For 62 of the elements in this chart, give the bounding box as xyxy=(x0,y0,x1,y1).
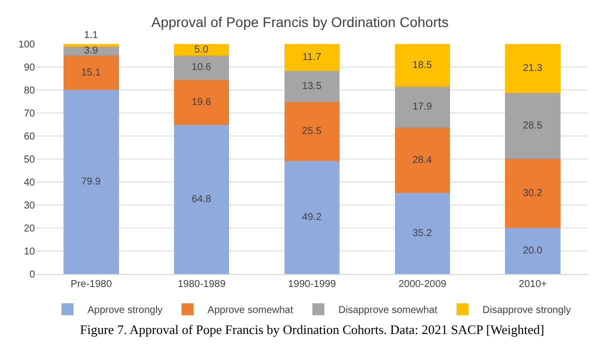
y-tick-label: 10 xyxy=(24,246,36,258)
data-label: 21.3 xyxy=(522,62,543,74)
chart-title: Approval of Pope Francis by Ordination Cohorts xyxy=(151,14,449,30)
bar xyxy=(174,124,230,274)
x-tick-label: 2000-2009 xyxy=(398,279,447,290)
data-label: 49.2 xyxy=(302,212,322,223)
data-label: 13.5 xyxy=(302,81,322,92)
bar xyxy=(505,44,560,93)
legend-label: Disapprove strongly xyxy=(482,305,571,316)
y-tick-label: 0 xyxy=(29,270,36,280)
data-label: 79.9 xyxy=(81,176,102,188)
bar xyxy=(284,102,340,161)
data-label: 18.5 xyxy=(412,60,432,71)
bar xyxy=(394,86,450,128)
y-tick-label: 60 xyxy=(24,132,36,142)
data-label: 11.7 xyxy=(302,52,322,64)
y-tick-label: 30 xyxy=(24,200,36,212)
data-label: 15.1 xyxy=(81,67,102,78)
data-label: 28.4 xyxy=(412,154,432,166)
bar xyxy=(284,160,340,274)
bar xyxy=(64,44,119,47)
y-tick-label: 80 xyxy=(24,86,36,96)
bar xyxy=(284,44,340,72)
data-label: 30.2 xyxy=(522,188,543,199)
data-label: 20.0 xyxy=(522,246,543,256)
y-tick-label: 90 xyxy=(24,62,36,74)
data-label: 3.9 xyxy=(84,46,98,57)
y-tick-label: 70 xyxy=(24,108,36,120)
data-label: 25.5 xyxy=(302,126,322,138)
x-tick-label: 1980-1989 xyxy=(178,279,226,290)
x-tick-label: 2010+ xyxy=(518,279,547,290)
bar xyxy=(394,193,450,274)
bar xyxy=(174,80,230,125)
bar xyxy=(505,158,560,228)
x-tick-label: Pre-1980 xyxy=(70,279,112,290)
y-tick-label: 40 xyxy=(24,178,36,188)
x-tick-label: 1990-1999 xyxy=(288,279,336,290)
bar xyxy=(505,228,560,274)
y-tick-label: 20 xyxy=(24,224,36,234)
data-label: 64.8 xyxy=(192,194,212,205)
data-label: 28.5 xyxy=(522,120,543,132)
data-label: 19.6 xyxy=(192,96,212,108)
y-tick-label: 100 xyxy=(18,40,36,50)
bar xyxy=(64,56,119,90)
caption: Figure 7. Approval of Pope Francis by Ordination Cohorts. Data: 2021 SACP [Weighted] xyxy=(80,322,544,337)
legend-label: Disapprove somewhat xyxy=(338,305,438,316)
data-label: 5.0 xyxy=(194,44,209,56)
data-label: 17.9 xyxy=(412,102,432,113)
data-label: 1.1 xyxy=(84,30,98,41)
bar xyxy=(174,56,230,80)
data-label: 35.2 xyxy=(412,228,432,240)
data-label: 10.6 xyxy=(192,62,212,74)
bar xyxy=(394,44,450,87)
bar xyxy=(505,92,560,159)
y-tick-label: 50 xyxy=(24,154,36,166)
bar xyxy=(64,90,119,274)
bar xyxy=(284,71,340,102)
bar xyxy=(394,128,450,194)
legend-label: Approve somewhat xyxy=(208,305,294,316)
legend-label: Approve strongly xyxy=(88,305,163,316)
bar xyxy=(64,46,119,56)
bar xyxy=(174,44,230,56)
